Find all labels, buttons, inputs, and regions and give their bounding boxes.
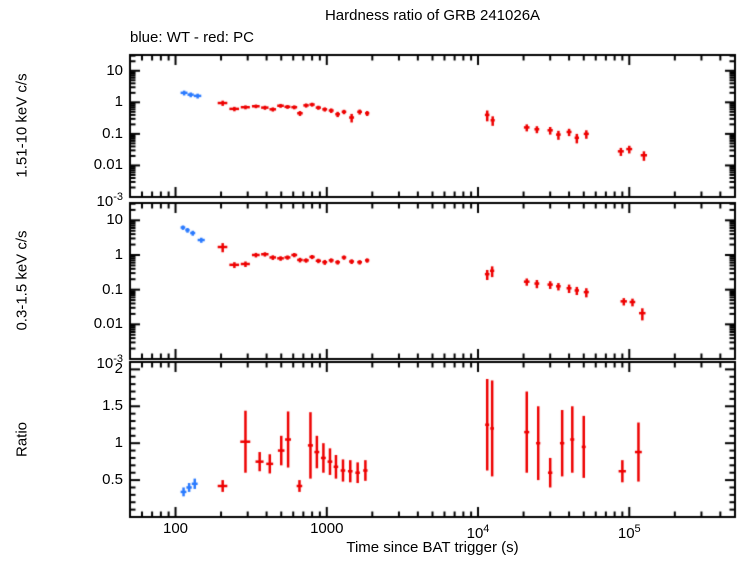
y-tick-label: 0.01 <box>93 315 123 333</box>
x-tick-label: 105 <box>617 523 641 542</box>
y-tick-label: 0.01 <box>93 156 123 174</box>
x-axis-label: Time since BAT trigger (s) <box>346 539 519 556</box>
mode-legend: blue: WT - red: PC <box>130 29 254 46</box>
x-tick-label: 1000 <box>310 520 344 537</box>
y-tick-label: 10 <box>106 61 123 79</box>
y-axis-label-ratio: Ratio <box>13 421 31 458</box>
y-tick-label: 1.5 <box>102 397 123 415</box>
y-tick-label: 0.1 <box>102 280 123 298</box>
y-tick-label: 10 <box>106 211 123 229</box>
x-tick-label: 100 <box>163 520 189 537</box>
chart-title: Hardness ratio of GRB 241026A <box>324 7 541 24</box>
y-tick-label: 0.1 <box>102 124 123 142</box>
y-tick-label: 1 <box>114 434 123 452</box>
y-tick-label: 10-3 <box>96 353 123 372</box>
x-tick-label: 104 <box>466 523 490 542</box>
y-tick-label: 1 <box>114 245 123 263</box>
y-tick-label: 2 <box>114 360 123 378</box>
y-tick-label: 1 <box>114 93 123 111</box>
y-tick-label: 0.5 <box>102 471 123 489</box>
y-tick-label: 10-3 <box>96 191 123 210</box>
